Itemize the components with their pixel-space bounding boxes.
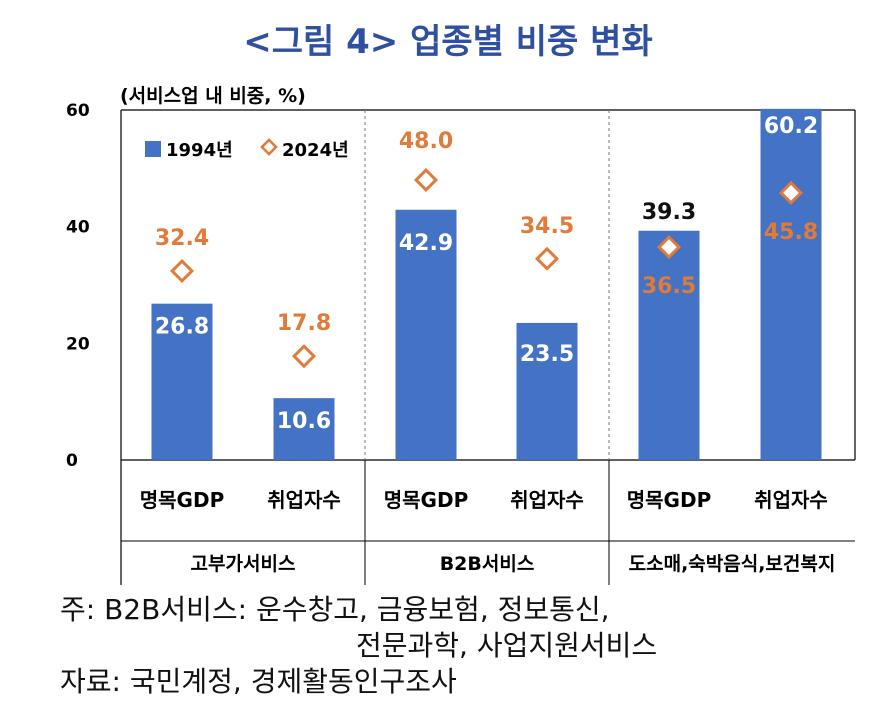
marker-2024-1 bbox=[169, 258, 195, 284]
bar-1994-2 bbox=[273, 398, 335, 460]
marker-2024-3 bbox=[413, 167, 439, 193]
marker-2024-2 bbox=[291, 344, 317, 369]
x-category-1: 명목GDP bbox=[140, 488, 224, 512]
bar-label-1994-2: 10.6 bbox=[277, 409, 331, 434]
bar-label-1994-1: 26.8 bbox=[155, 315, 209, 340]
marker-label-2024-6: 45.8 bbox=[764, 220, 818, 245]
bar-1994-5 bbox=[638, 230, 700, 460]
markers-2024 bbox=[169, 167, 804, 369]
marker-2024-4 bbox=[534, 246, 560, 271]
legend-bar-label: 1994년 bbox=[166, 140, 233, 161]
x-category-2: 취업자수 bbox=[267, 488, 341, 512]
y-tick-40: 40 bbox=[66, 218, 90, 238]
y-tick-20: 20 bbox=[66, 334, 90, 354]
y-tick-60: 60 bbox=[66, 101, 90, 121]
chart-frame bbox=[120, 109, 856, 585]
x-group-3: 도소매,숙박음식,보건복지 bbox=[629, 553, 836, 575]
x-category-3: 명목GDP bbox=[384, 488, 468, 512]
legend-bar-swatch bbox=[145, 141, 161, 157]
legend-diamond-swatch bbox=[260, 138, 278, 156]
bar-1994-6 bbox=[760, 108, 822, 460]
bar-1994-3 bbox=[395, 209, 457, 460]
bar-label-1994-3: 42.9 bbox=[399, 231, 453, 256]
legend-marker-label: 2024년 bbox=[282, 140, 349, 161]
chart-title: <그림 4> 업종별 비중 변화 bbox=[243, 22, 653, 62]
note-line-1: 주: B2B서비스: 운수창고, 금융보험, 정보통신, bbox=[60, 593, 610, 626]
bar-label-1994-5: 39.3 bbox=[642, 200, 696, 225]
marker-label-2024-2: 17.8 bbox=[277, 311, 331, 336]
marker-label-2024-1: 32.4 bbox=[155, 226, 209, 251]
bar-1994-4 bbox=[516, 322, 578, 460]
x-category-5: 명목GDP bbox=[627, 488, 711, 512]
footnotes: 주: B2B서비스: 운수창고, 금융보험, 정보통신, 전문과학, 사업지원서… bbox=[60, 592, 657, 700]
data-labels: 26.8 10.6 42.9 23.5 39.3 60.2 32.4 17.8 48.0 34.5… bbox=[155, 114, 818, 434]
marker-label-2024-3: 48.0 bbox=[399, 129, 453, 154]
note-line-2: 전문과학, 사업지원서비스 bbox=[356, 629, 658, 662]
bar-1994-1 bbox=[151, 303, 213, 460]
source-line: 자료: 국민계정, 경제활동인구조사 bbox=[60, 665, 457, 698]
bar-label-1994-4: 23.5 bbox=[520, 342, 574, 367]
marker-2024-6 bbox=[778, 180, 804, 205]
legend: 1994년 2024년 bbox=[145, 138, 349, 161]
bar-chart: (서비스업 내 비중, %) 0 20 40 60 26.8 10.6 42.9 23.5 3… bbox=[66, 85, 856, 585]
x-category-4: 취업자수 bbox=[510, 488, 584, 512]
marker-2024-5 bbox=[656, 235, 682, 260]
y-axis-ticks: 0 20 40 60 bbox=[66, 101, 90, 471]
marker-label-2024-5: 36.5 bbox=[642, 274, 696, 299]
x-group-2: B2B서비스 bbox=[440, 553, 535, 575]
bars-1994 bbox=[151, 108, 822, 460]
y-tick-0: 0 bbox=[66, 451, 78, 471]
y-axis-title: (서비스업 내 비중, %) bbox=[120, 85, 306, 107]
marker-label-2024-4: 34.5 bbox=[520, 214, 574, 239]
x-group-1: 고부가서비스 bbox=[191, 553, 296, 575]
bar-label-1994-6: 60.2 bbox=[764, 114, 818, 139]
x-category-6: 취업자수 bbox=[754, 488, 828, 512]
